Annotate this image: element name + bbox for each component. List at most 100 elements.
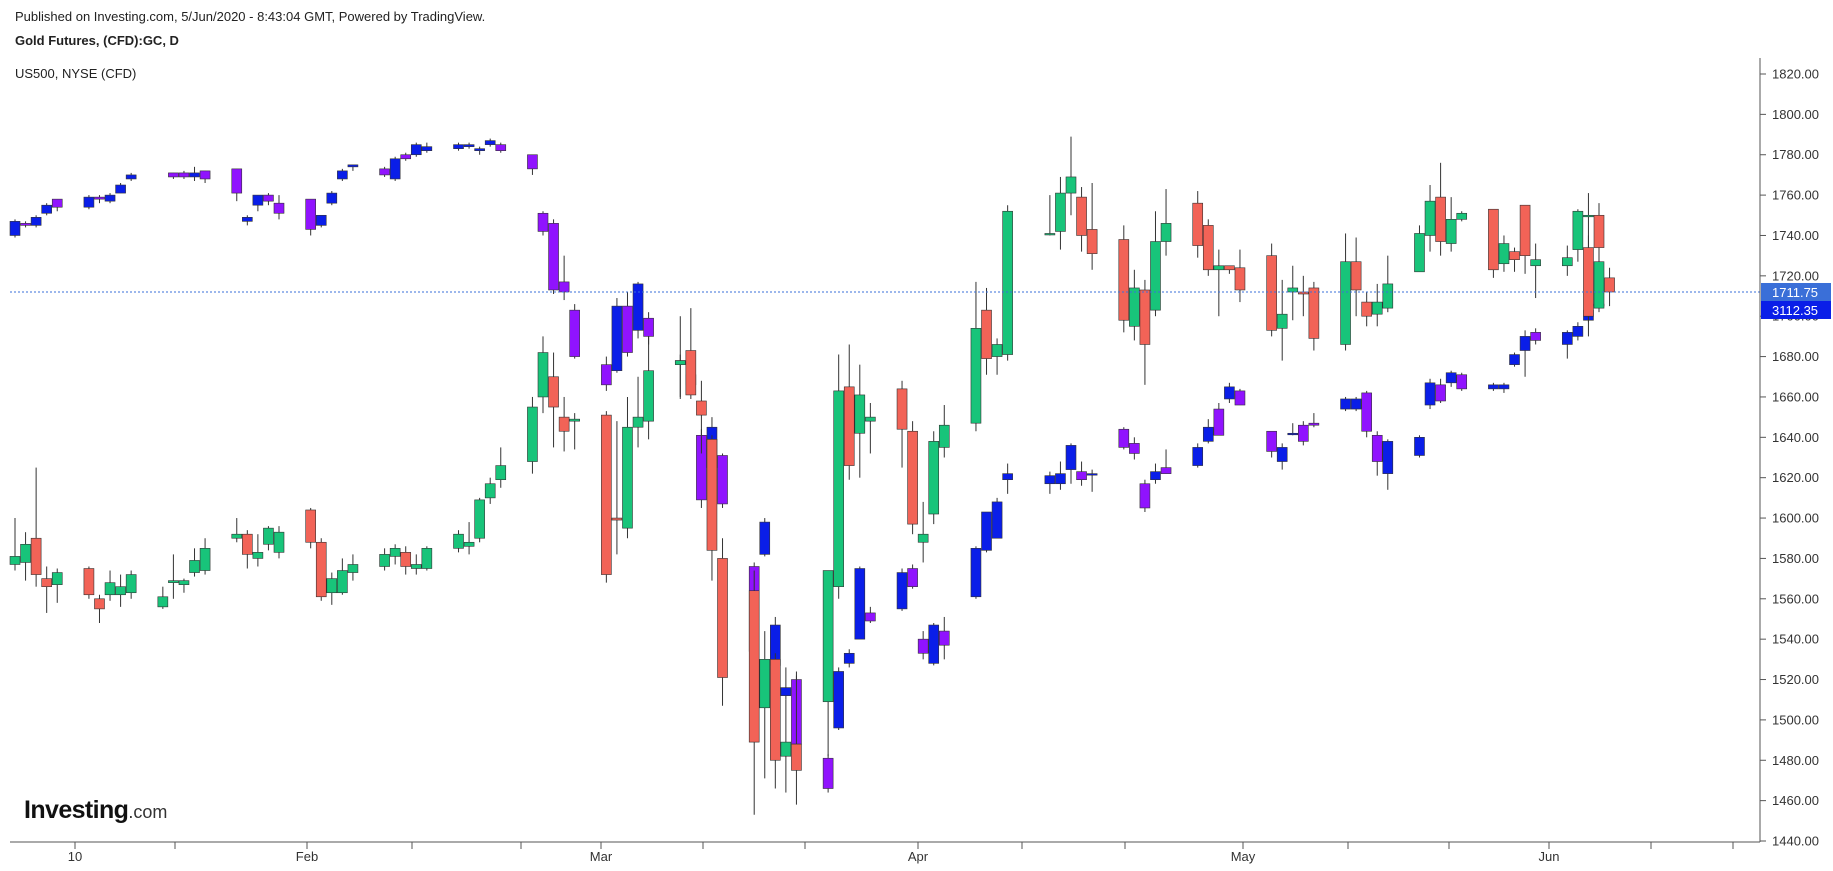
us500-candle-13 [199, 170, 211, 183]
gold-candle-74 [1118, 225, 1130, 333]
gold-body [791, 743, 802, 771]
us500-candle-41 [622, 291, 633, 357]
gold-candle-109 [1593, 259, 1605, 313]
us500-body [1150, 471, 1161, 481]
gold-candle-31 [463, 522, 475, 555]
us500-candle-81 [1224, 382, 1235, 404]
gold-candle-51 [759, 631, 771, 779]
y-tick-label: 1800.00 [1772, 107, 1819, 122]
gold-body [94, 598, 105, 610]
y-tick-label: 1500.00 [1772, 712, 1819, 727]
us500-body [273, 202, 285, 214]
gold-candle-36 [537, 336, 549, 414]
x-tick-label: Apr [908, 849, 929, 864]
investing-logo: Investing.com [24, 796, 168, 824]
us500-body [548, 223, 559, 291]
y-tick-label: 1820.00 [1772, 67, 1819, 82]
gold-candle-68 [1002, 205, 1013, 361]
us500-candle-11 [178, 170, 190, 179]
us500-candle-22 [337, 168, 348, 181]
gold-body [199, 548, 211, 571]
us500-body [94, 196, 105, 200]
us500-candle-82 [1234, 388, 1246, 406]
us500-body [263, 194, 274, 202]
gold-body [1350, 261, 1362, 291]
us500-body [569, 309, 580, 357]
gold-body [315, 541, 327, 598]
gold-candle-52 [770, 653, 781, 789]
gold-candle-40 [601, 411, 612, 583]
x-tick-label: 10 [68, 849, 82, 864]
us500-candle-34 [527, 154, 538, 175]
gold-body [51, 572, 63, 585]
gold-body [1583, 247, 1594, 317]
us500-body [400, 154, 412, 160]
gold-candle-47 [696, 380, 707, 454]
us500-body [1055, 473, 1066, 485]
last-price-label-bg [1761, 282, 1831, 301]
us500-candle-60 [907, 564, 918, 589]
gold-candle-33 [484, 477, 496, 504]
us500-body [1530, 332, 1541, 341]
gold-body [1234, 267, 1246, 291]
gold-body [189, 560, 200, 573]
us500-body [1002, 473, 1013, 481]
us500-body [178, 172, 190, 178]
us500-body [484, 140, 496, 145]
gold-body [1266, 255, 1277, 331]
gold-body [622, 426, 633, 529]
us500-candle-84 [1276, 443, 1288, 470]
gold-candle-27 [400, 546, 412, 575]
gold-body [1287, 287, 1299, 293]
us500-candle-50 [759, 518, 771, 557]
y-tick-label: 1740.00 [1772, 228, 1819, 243]
gold-body [178, 580, 190, 585]
gold-body [696, 400, 707, 416]
us500-body [1519, 336, 1531, 351]
gold-candle-89 [1340, 233, 1351, 351]
gold-candle-103 [1530, 243, 1541, 299]
gold-body [1202, 225, 1214, 271]
us500-candle-14 [231, 168, 243, 202]
gold-candle-25 [379, 548, 390, 571]
us500-body [1224, 386, 1235, 400]
us500-candle-17 [263, 193, 274, 206]
us500-body [1424, 382, 1436, 406]
gold-body [1129, 287, 1140, 327]
us500-body [1287, 432, 1299, 436]
us500-candle-39 [601, 356, 612, 391]
us500-candle-71 [1076, 461, 1087, 486]
us500-candle-78 [1192, 443, 1204, 468]
us500-body [843, 652, 855, 664]
us500-candle-52 [780, 667, 792, 700]
gold-body [273, 531, 285, 553]
gold-body [252, 552, 264, 559]
gold-body [379, 554, 390, 567]
y-tick-label: 1460.00 [1772, 793, 1819, 808]
overlay-legend[interactable]: US500, NYSE (CFD) [15, 66, 137, 81]
gold-body [474, 499, 485, 539]
us500-body [1456, 374, 1468, 390]
gold-candle-56 [833, 354, 844, 599]
gold-body [20, 543, 31, 563]
us500-candle-70 [1065, 443, 1077, 484]
gold-candle-70 [1055, 176, 1066, 250]
gold-body [938, 424, 950, 448]
us500-body [537, 212, 549, 232]
gold-candle-37 [548, 352, 559, 448]
us500-candle-10 [168, 172, 179, 179]
us500-candle-74 [1129, 437, 1140, 460]
us500-body [252, 194, 264, 206]
us500-candle-9 [125, 172, 137, 181]
us500-candle-68 [1044, 471, 1056, 494]
us500-candle-77 [1160, 449, 1172, 474]
gold-body [1583, 214, 1594, 218]
gold-body [1044, 233, 1056, 236]
gold-candle-95 [1424, 185, 1436, 252]
gold-candle-45 [674, 316, 686, 399]
gold-body [991, 344, 1003, 357]
gold-body [104, 582, 116, 596]
us500-body [51, 198, 63, 208]
gold-candle-29 [421, 546, 433, 571]
